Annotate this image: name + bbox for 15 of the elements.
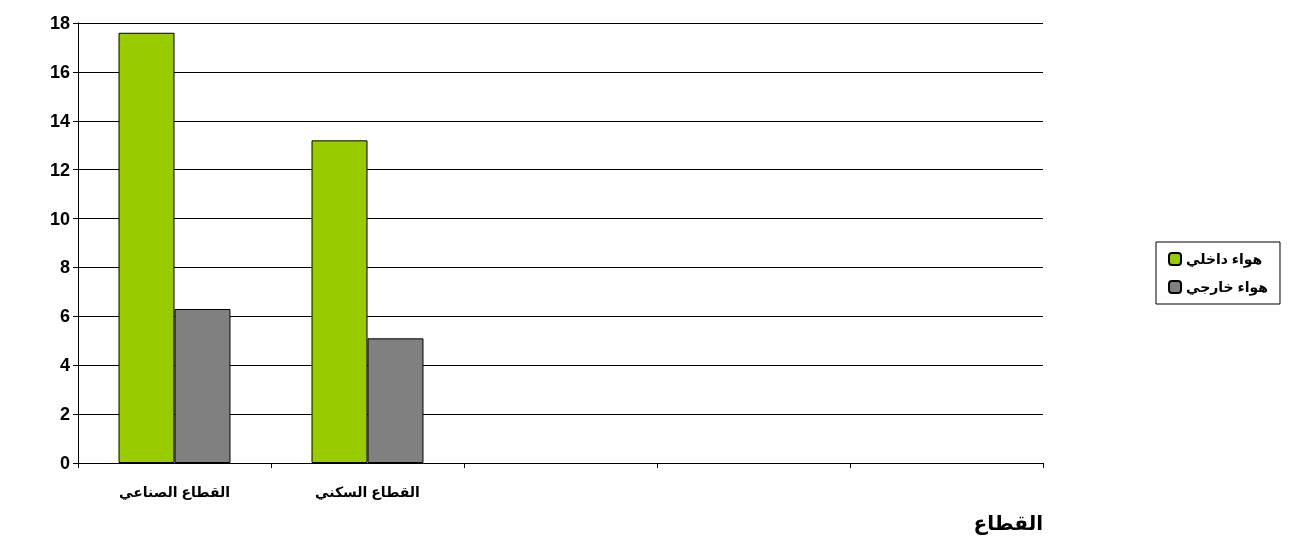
y-tick-label: 18 — [49, 13, 70, 33]
legend-label: هواء داخلي — [1186, 251, 1263, 268]
y-tick-label: 10 — [49, 208, 70, 229]
x-tick-label: القطاع السكني — [315, 484, 420, 501]
legend-label: هواء خارجي — [1186, 279, 1269, 296]
y-tick-label: 4 — [59, 355, 70, 376]
y-tick-label: 16 — [49, 61, 70, 82]
x-tick-label: القطاع الصناعي — [118, 484, 231, 501]
y-tick-label: 12 — [49, 159, 70, 180]
x-axis-title: القطاع — [973, 512, 1043, 535]
y-tick-label: 6 — [59, 306, 70, 327]
y-tick-label: 14 — [49, 110, 70, 131]
y-tick-label: 0 — [59, 453, 70, 473]
y-tick-label: 2 — [59, 404, 70, 425]
y-tick-label: 8 — [59, 257, 70, 278]
